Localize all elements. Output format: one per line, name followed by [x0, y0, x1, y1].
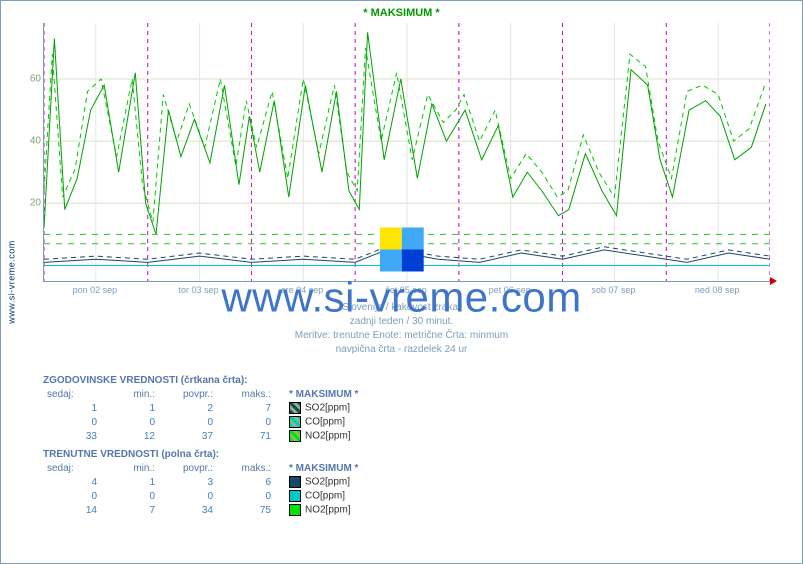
legend-cell: CO[ppm] — [275, 489, 362, 503]
legend-cell: SO2[ppm] — [275, 475, 362, 489]
value-cell: 33 — [43, 429, 101, 443]
x-tick-label: pon 02 sep — [73, 285, 118, 295]
series-swatch-icon — [289, 416, 301, 428]
value-cell: 75 — [217, 503, 275, 517]
x-tick-label: pet 06 sep — [489, 285, 531, 295]
col-header: sedaj: — [43, 462, 101, 475]
series-label: NO2[ppm] — [305, 505, 351, 516]
legend-cell: NO2[ppm] — [275, 503, 362, 517]
series-swatch-icon — [289, 476, 301, 488]
historical-title: ZGODOVINSKE VREDNOSTI (črtkana črta): — [43, 375, 362, 386]
value-cell: 12 — [101, 429, 159, 443]
value-cell: 4 — [43, 475, 101, 489]
value-cell: 71 — [217, 429, 275, 443]
value-tables: ZGODOVINSKE VREDNOSTI (črtkana črta): se… — [43, 369, 362, 517]
value-cell: 6 — [217, 475, 275, 489]
value-cell: 0 — [217, 489, 275, 503]
chart-container: { "title": "* MAKSIMUM *", "yaxis_side_l… — [0, 0, 803, 564]
table-row: 1473475 NO2[ppm] — [43, 503, 362, 517]
current-table: sedaj:min.:povpr.:maks.:* MAKSIMUM *4136… — [43, 462, 362, 517]
legend-cell: CO[ppm] — [275, 415, 362, 429]
legend-cell: SO2[ppm] — [275, 401, 362, 415]
y-tick-label: 60 — [27, 73, 41, 84]
col-header: povpr.: — [159, 388, 217, 401]
plot-svg — [44, 23, 770, 281]
plot-area — [43, 23, 770, 282]
caption-line: zadnji teden / 30 minut. — [1, 315, 802, 329]
value-cell: 0 — [43, 415, 101, 429]
series-swatch-icon — [289, 504, 301, 516]
legend-cell: NO2[ppm] — [275, 429, 362, 443]
value-cell: 1 — [101, 401, 159, 415]
table-row: 33123771 NO2[ppm] — [43, 429, 362, 443]
series-label: NO2[ppm] — [305, 431, 351, 442]
col-header: maks.: — [217, 388, 275, 401]
series-label: SO2[ppm] — [305, 403, 350, 414]
series-swatch-icon — [289, 402, 301, 414]
x-tick-label: sre 04 sep — [281, 285, 323, 295]
value-cell: 3 — [159, 475, 217, 489]
table-row: 1127SO2[ppm] — [43, 401, 362, 415]
chart-captions: Slovenija / kakovost zraka. zadnji teden… — [1, 301, 802, 357]
col-header: povpr.: — [159, 462, 217, 475]
y-tick-label: 40 — [27, 136, 41, 147]
current-title: TRENUTNE VREDNOSTI (polna črta): — [43, 449, 362, 460]
value-cell: 0 — [159, 415, 217, 429]
value-cell: 1 — [43, 401, 101, 415]
caption-line: Slovenija / kakovost zraka. — [1, 301, 802, 315]
value-cell: 2 — [159, 401, 217, 415]
series-swatch-icon — [289, 490, 301, 502]
col-header: maks.: — [217, 462, 275, 475]
col-header: sedaj: — [43, 388, 101, 401]
x-axis-arrow — [770, 277, 777, 285]
y-tick-label: 20 — [27, 198, 41, 209]
caption-line: navpična črta - razdelek 24 ur — [1, 343, 802, 357]
series-swatch-icon — [289, 430, 301, 442]
table-row: 4136 SO2[ppm] — [43, 475, 362, 489]
table-row: 0000CO[ppm] — [43, 489, 362, 503]
series-label: CO[ppm] — [305, 417, 345, 428]
legend-header: * MAKSIMUM * — [275, 462, 362, 475]
value-cell: 14 — [43, 503, 101, 517]
chart-title: * MAKSIMUM * — [1, 7, 802, 19]
x-tick-label: čet 05 sep — [385, 285, 427, 295]
historical-table: sedaj:min.:povpr.:maks.:* MAKSIMUM *1127… — [43, 388, 362, 443]
table-row: 0000CO[ppm] — [43, 415, 362, 429]
series-label: CO[ppm] — [305, 491, 345, 502]
x-tick-label: tor 03 sep — [179, 285, 219, 295]
value-cell: 34 — [159, 503, 217, 517]
legend-header: * MAKSIMUM * — [275, 388, 362, 401]
series-label: SO2[ppm] — [305, 477, 350, 488]
value-cell: 0 — [217, 415, 275, 429]
value-cell: 0 — [101, 415, 159, 429]
caption-line: Meritve: trenutne Enote: metrične Črta: … — [1, 329, 802, 343]
value-cell: 7 — [101, 503, 159, 517]
x-tick-label: sob 07 sep — [591, 285, 635, 295]
value-cell: 0 — [101, 489, 159, 503]
value-cell: 1 — [101, 475, 159, 489]
col-header: min.: — [101, 388, 159, 401]
col-header: min.: — [101, 462, 159, 475]
value-cell: 0 — [43, 489, 101, 503]
value-cell: 0 — [159, 489, 217, 503]
value-cell: 7 — [217, 401, 275, 415]
x-tick-label: ned 08 sep — [695, 285, 740, 295]
value-cell: 37 — [159, 429, 217, 443]
